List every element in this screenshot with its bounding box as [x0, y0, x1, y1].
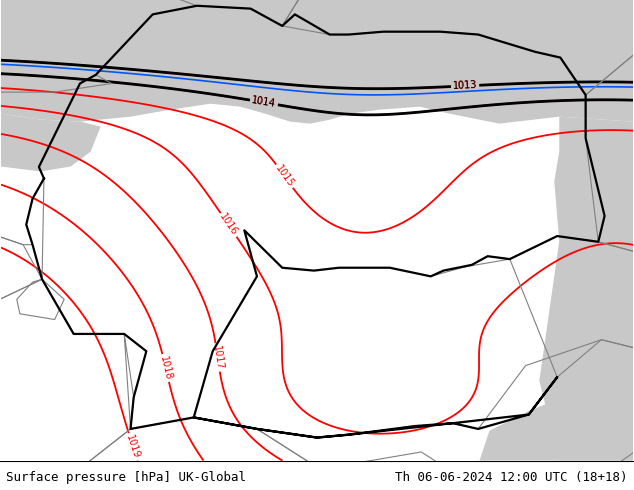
Text: 1014: 1014	[251, 96, 277, 109]
Text: 1017: 1017	[211, 344, 224, 370]
Text: 1018: 1018	[158, 355, 173, 381]
Text: 1019: 1019	[124, 434, 142, 460]
Polygon shape	[1, 114, 101, 172]
Text: 1016: 1016	[217, 212, 240, 238]
Text: 1013: 1013	[453, 80, 477, 92]
Text: 1014: 1014	[251, 96, 277, 109]
Text: Surface pressure [hPa] UK-Global: Surface pressure [hPa] UK-Global	[6, 471, 247, 484]
Text: 1015: 1015	[273, 163, 295, 189]
Polygon shape	[1, 0, 633, 123]
Text: 1013: 1013	[453, 80, 477, 92]
Polygon shape	[540, 117, 633, 461]
Polygon shape	[479, 381, 633, 461]
Text: Th 06-06-2024 12:00 UTC (18+18): Th 06-06-2024 12:00 UTC (18+18)	[395, 471, 628, 484]
